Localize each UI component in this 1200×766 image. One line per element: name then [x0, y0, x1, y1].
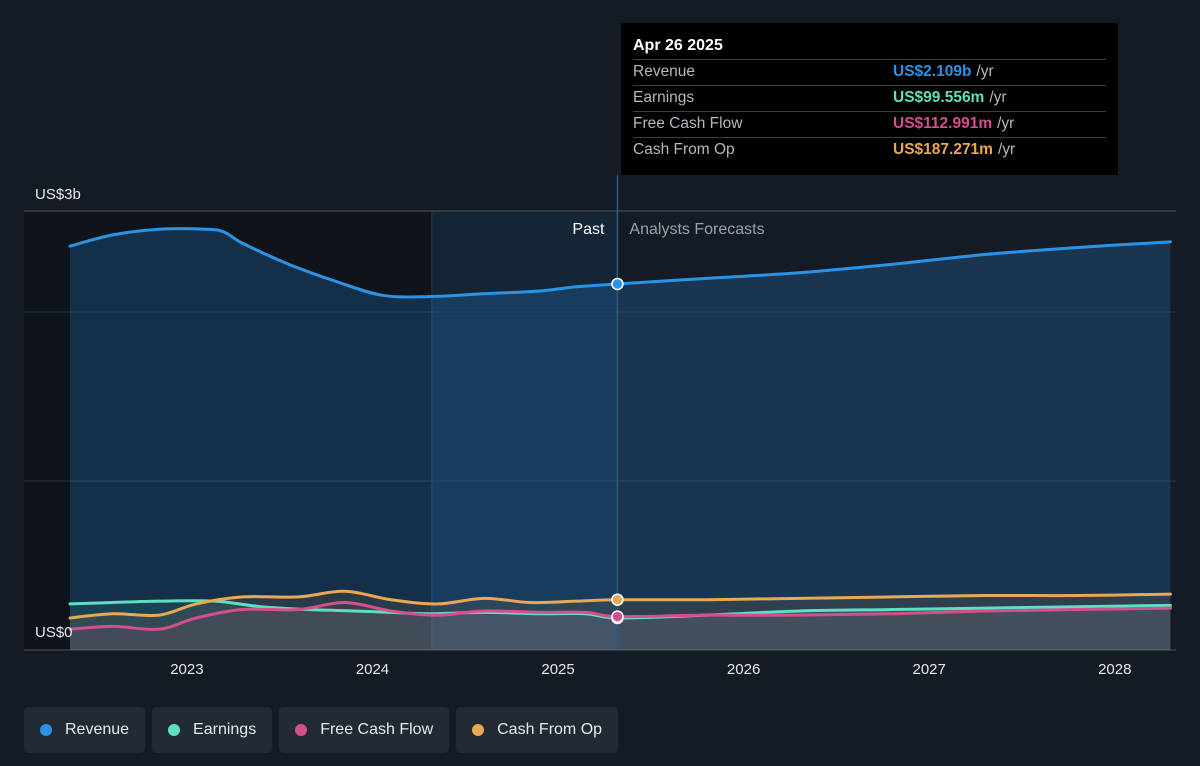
x-tick-label: 2023 — [170, 661, 203, 678]
x-tick-label: 2027 — [913, 661, 946, 678]
x-axis: 2023 2024 2025 2026 2027 2028 — [170, 661, 1131, 678]
legend-label-free-cash-flow: Free Cash Flow — [320, 721, 434, 738]
y-axis-top-label: US$3b — [35, 186, 81, 203]
tooltip-revenue-label: Revenue — [633, 63, 696, 80]
revenue-marker — [611, 277, 624, 291]
past-label: Past — [572, 221, 605, 238]
earnings-dot-icon — [168, 724, 181, 736]
grid-lines — [24, 210, 1176, 651]
tooltip-earnings-label: Earnings — [633, 89, 695, 106]
tooltip-earnings-unit: /yr — [989, 89, 1007, 106]
forecast-label: Analysts Forecasts — [629, 221, 764, 238]
free-cash-flow-line — [68, 601, 1172, 631]
x-tick-label: 2024 — [356, 661, 389, 678]
tooltip-date: Apr 26 2025 — [633, 37, 723, 54]
free-cash-flow-marker — [611, 610, 624, 623]
tooltip-fcf-value: US$112.991m — [893, 115, 993, 132]
legend-label-cash-from-op: Cash From Op — [497, 721, 603, 738]
highlight-band — [431, 211, 618, 650]
tooltip-row-earnings: Earnings US$99.556m /yr — [633, 85, 1106, 111]
tooltip-revenue-value: US$2.109b — [893, 63, 972, 80]
past-shade — [24, 211, 618, 650]
revenue-dot-icon — [40, 724, 52, 736]
tooltip-row-free-cash-flow: Free Cash Flow US$112.991m /yr — [633, 111, 1106, 137]
cash-from-op-marker — [611, 593, 624, 606]
legend-label-revenue: Revenue — [65, 721, 130, 738]
x-tick-label: 2028 — [1098, 661, 1131, 678]
y-axis-bottom-label: US$0 — [35, 624, 73, 641]
tooltip-fcf-label: Free Cash Flow — [633, 115, 743, 132]
cash-from-op-line — [68, 589, 1172, 620]
x-tick-label: 2025 — [541, 661, 574, 678]
tooltip-row-cash-from-op: Cash From Op US$187.271m /yr — [633, 137, 1106, 163]
tooltip-earnings-value: US$99.556m — [893, 89, 985, 106]
current-markers — [611, 277, 624, 625]
legend-item-free-cash-flow[interactable]: Free Cash Flow — [279, 707, 450, 753]
tooltip-cfo-unit: /yr — [997, 141, 1016, 158]
tooltip-fcf-unit: /yr — [997, 115, 1015, 132]
x-tick-label: 2026 — [727, 661, 760, 678]
tooltip-revenue-unit: /yr — [976, 63, 994, 80]
series-lines — [68, 227, 1172, 631]
legend: Revenue Earnings Free Cash Flow Cash Fro… — [24, 707, 625, 753]
legend-label-earnings: Earnings — [193, 721, 257, 738]
revenue-area — [70, 228, 1171, 650]
legend-item-earnings[interactable]: Earnings — [152, 707, 273, 753]
tooltip-cfo-label: Cash From Op — [633, 141, 735, 158]
revenue-line — [68, 227, 1172, 299]
cash-from-op-dot-icon — [472, 724, 485, 736]
tooltip-cfo-value: US$187.271m — [893, 141, 993, 158]
series-areas — [70, 228, 1171, 650]
earnings-line — [68, 599, 1172, 620]
tooltip: Apr 26 2025 Revenue US$2.109b /yr Earnin… — [621, 23, 1118, 175]
tooltip-row-revenue: Revenue US$2.109b /yr — [633, 59, 1106, 85]
free-cash-flow-dot-icon — [295, 724, 308, 736]
legend-item-cash-from-op[interactable]: Cash From Op — [456, 707, 619, 753]
legend-item-revenue[interactable]: Revenue — [24, 707, 146, 753]
